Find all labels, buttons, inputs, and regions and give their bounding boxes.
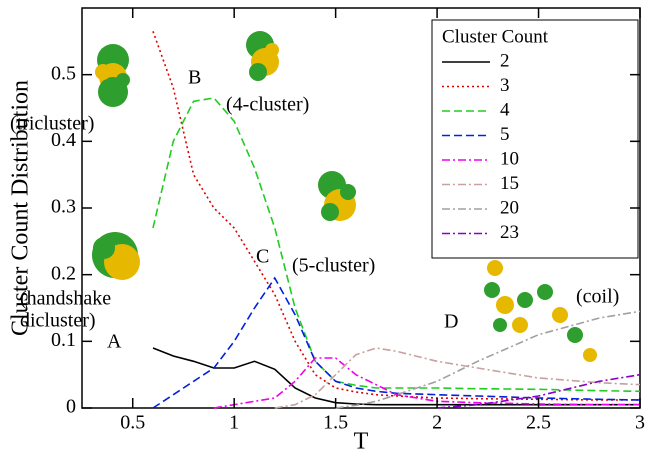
annotation: (4-cluster) <box>226 94 309 116</box>
annotation: (handshake <box>20 288 111 310</box>
y-axis-label: Cluster Count Distribution <box>8 80 34 336</box>
series-line <box>152 31 640 401</box>
legend-label: 2 <box>500 50 510 71</box>
annotation: B <box>188 67 201 89</box>
x-tick-label: 1.5 <box>323 412 348 434</box>
x-tick-label: 1 <box>229 412 239 434</box>
y-tick-label: 0.2 <box>51 262 76 284</box>
annotation: (5-cluster) <box>292 255 375 277</box>
series-line <box>152 347 640 406</box>
y-tick-label: 0.3 <box>51 196 76 218</box>
series-line <box>152 276 641 409</box>
legend-label: 10 <box>500 148 519 169</box>
molecule-image <box>246 31 279 81</box>
annotation: A <box>107 331 122 353</box>
series-line <box>274 347 641 409</box>
plot-area <box>152 31 641 409</box>
series-line <box>335 310 641 409</box>
legend-label: 15 <box>500 173 519 194</box>
legend-label: 3 <box>500 75 510 96</box>
legend-label: 5 <box>500 124 510 145</box>
series-line <box>437 373 641 409</box>
legend-box <box>431 19 639 259</box>
molecule-image <box>95 44 130 107</box>
y-tick-label: 0.5 <box>51 62 76 84</box>
annotation: dicluster) <box>20 310 96 332</box>
x-tick-label: 2.5 <box>526 412 551 434</box>
x-axis-label: T <box>354 429 369 455</box>
annotation: (tricluster) <box>10 113 94 135</box>
annotation: D <box>444 311 458 333</box>
y-tick-label: 0 <box>66 396 76 418</box>
y-tick-label: 0.1 <box>51 329 76 351</box>
legend-title: Cluster Count <box>442 26 549 47</box>
molecule-image <box>92 232 140 280</box>
molecule-image <box>318 171 356 221</box>
x-tick-label: 2 <box>432 412 442 434</box>
y-tick-label: 0.4 <box>51 129 76 151</box>
annotation: C <box>256 246 269 268</box>
series-line <box>152 97 641 393</box>
x-tick-label: 0.5 <box>120 412 145 434</box>
legend-label: 23 <box>500 222 519 243</box>
legend-label: 4 <box>500 99 510 120</box>
series-line <box>213 357 640 409</box>
legend-label: 20 <box>500 197 519 218</box>
x-tick-label: 3 <box>635 412 645 434</box>
annotation: (coil) <box>576 286 619 308</box>
